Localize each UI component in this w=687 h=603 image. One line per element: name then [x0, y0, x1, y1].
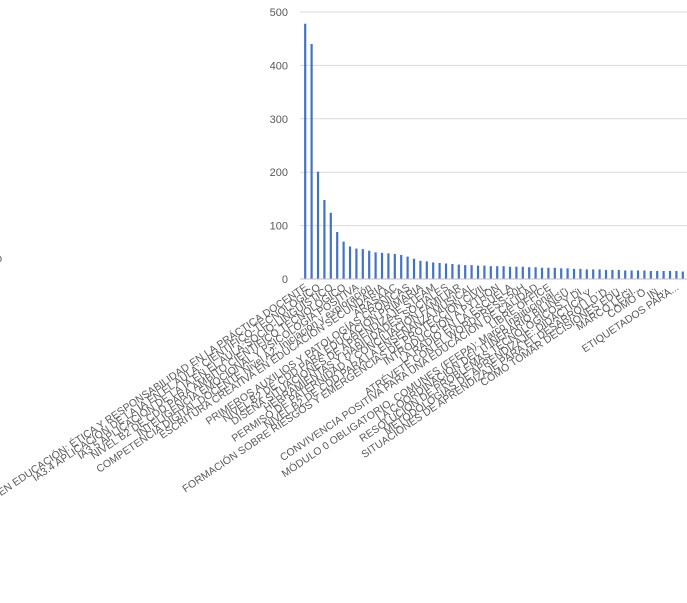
bar [515, 266, 518, 279]
bar [355, 248, 358, 279]
bar [496, 266, 499, 279]
bar [649, 270, 652, 279]
bar [553, 267, 556, 279]
bar [348, 246, 352, 279]
bar [342, 241, 345, 279]
bar [617, 269, 620, 279]
bar [528, 267, 531, 279]
bar [604, 269, 608, 279]
bar [624, 270, 627, 279]
y-tick-label: 0 [282, 274, 288, 286]
bar [489, 266, 492, 279]
bar [611, 269, 614, 279]
y-tick-label: 500 [270, 7, 288, 19]
bar [323, 199, 326, 279]
bar [566, 268, 569, 279]
bar [630, 270, 633, 279]
bar [412, 258, 416, 279]
bar [464, 265, 467, 279]
bar [400, 254, 403, 279]
bar [393, 253, 396, 279]
bar [636, 270, 640, 279]
bar [304, 23, 307, 279]
bar [336, 232, 339, 279]
bar [681, 271, 684, 279]
bar [534, 267, 537, 279]
bar [547, 267, 550, 279]
y-axis-label-fragment: o [0, 253, 2, 265]
bar [662, 270, 665, 279]
bar [502, 266, 505, 279]
bar [387, 253, 390, 279]
bar [444, 263, 448, 279]
x-axis-tick-labels: IA1 IA EN EDUCACIÓN: ÉTICA Y RESPONSABIL… [0, 280, 681, 516]
y-tick-label: 200 [270, 167, 288, 179]
bar [316, 171, 320, 279]
bar [508, 266, 512, 279]
bar [675, 270, 678, 279]
bar [592, 269, 595, 279]
bar [380, 252, 384, 279]
bar [457, 264, 460, 279]
bar [329, 212, 332, 279]
bars [304, 23, 684, 279]
bar [598, 269, 601, 279]
y-tick-label: 400 [270, 60, 288, 72]
bar [406, 256, 409, 279]
bar [656, 270, 659, 279]
bar [585, 269, 588, 279]
bar [560, 268, 563, 279]
bar [483, 265, 486, 279]
bar [361, 249, 364, 279]
bar [540, 267, 544, 279]
bar [579, 268, 582, 279]
bar [572, 268, 576, 279]
bar [419, 260, 422, 279]
y-tick-label: 300 [270, 114, 288, 126]
bar [310, 44, 313, 279]
bar [438, 262, 441, 279]
gridlines [300, 11, 687, 227]
bar [451, 264, 454, 279]
y-tick-label: 100 [270, 221, 288, 233]
bar [643, 270, 646, 279]
bar [425, 261, 428, 279]
bar [521, 266, 524, 279]
bar [668, 270, 672, 279]
bar [374, 252, 377, 279]
bar [432, 262, 435, 279]
bar [470, 265, 473, 279]
bar [476, 265, 480, 279]
y-axis-tick-labels: 0 100 200 300 400 500 [270, 7, 288, 286]
bar [368, 250, 371, 279]
